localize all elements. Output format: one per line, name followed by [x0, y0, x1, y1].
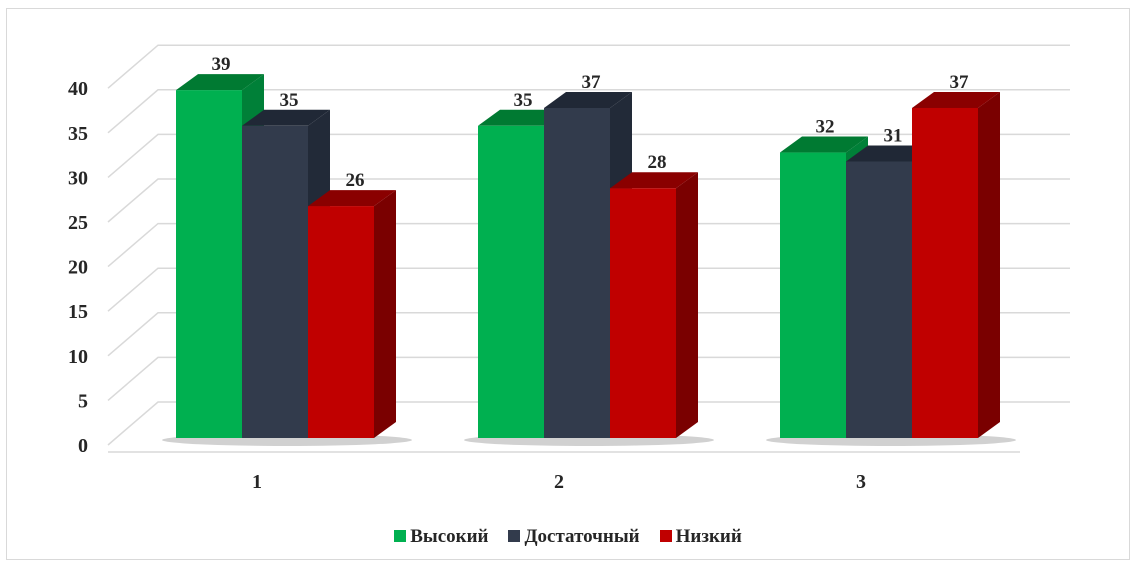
gridline: [107, 267, 1070, 312]
data-label: 28: [648, 152, 667, 173]
bar: [308, 206, 374, 438]
y-tick-label: 0: [78, 435, 88, 457]
data-label: 31: [884, 125, 903, 146]
x-axis-ticks: 1 2 3: [252, 471, 866, 493]
y-tick-label: 15: [68, 301, 88, 323]
legend-item: Высокий: [394, 526, 488, 548]
data-label: 37: [582, 72, 602, 93]
data-label: 37: [950, 72, 970, 93]
bar: [176, 90, 242, 439]
bar-top: [308, 190, 396, 207]
bar-layer: [162, 74, 1016, 446]
data-label: 32: [816, 117, 835, 138]
legend-label: Низкий: [675, 526, 742, 547]
legend-item: Низкий: [659, 526, 742, 548]
bar: [846, 161, 912, 439]
bar: [912, 107, 978, 439]
y-axis-ticks: 0 5 10 15 20 25 30 35 40: [68, 78, 88, 457]
grid-layer: [107, 44, 1070, 453]
legend-label: Достаточный: [524, 526, 640, 547]
legend-label: Высокий: [410, 526, 489, 547]
gridline: [107, 178, 1070, 223]
bar: [610, 188, 676, 438]
y-tick-label: 5: [78, 390, 88, 412]
bar: [780, 152, 846, 438]
bar-side: [978, 91, 1000, 439]
gridline: [107, 222, 1070, 268]
bar: [242, 125, 308, 439]
y-tick-label: 35: [68, 123, 88, 145]
y-tick-label: 40: [68, 78, 88, 100]
gridline: [107, 44, 1070, 89]
x-tick-label: 2: [554, 471, 564, 493]
bar: [544, 107, 610, 439]
y-tick-label: 25: [68, 212, 88, 234]
bar-top: [912, 91, 1000, 108]
x-tick-label: 1: [252, 471, 262, 493]
chart-plot: 0 5 10 15 20 25 30 35 40 39 35 26 35 37 28 32 31 37 1 2 3: [68, 44, 1070, 493]
legend: Высокий Достаточный Низкий: [0, 526, 1136, 548]
bar-top: [176, 74, 264, 91]
legend-swatch: [508, 529, 521, 542]
data-label: 39: [212, 54, 231, 75]
bar-top: [610, 172, 698, 189]
bar-side: [374, 190, 396, 438]
data-label-layer: 39 35 26 35 37 28 32 31 37: [212, 54, 970, 191]
x-tick-label: 3: [856, 471, 866, 493]
bar-top: [242, 109, 330, 126]
data-label: 35: [280, 90, 299, 111]
y-tick-label: 20: [68, 257, 88, 279]
bar: [478, 125, 544, 439]
gridline: [107, 312, 1070, 357]
data-label: 35: [514, 90, 533, 111]
bar-top: [544, 91, 632, 108]
gridline: [107, 89, 1070, 134]
gridline: [107, 356, 1070, 401]
legend-swatch: [394, 529, 407, 542]
gridline: [107, 133, 1070, 178]
legend-swatch: [659, 529, 672, 542]
y-tick-label: 10: [68, 346, 88, 368]
gridline: [107, 401, 1070, 446]
legend-item: Достаточный: [508, 526, 640, 548]
bar-top: [780, 136, 868, 153]
y-tick-label: 30: [68, 167, 88, 189]
data-label: 26: [346, 170, 365, 191]
bar-side: [676, 172, 698, 439]
